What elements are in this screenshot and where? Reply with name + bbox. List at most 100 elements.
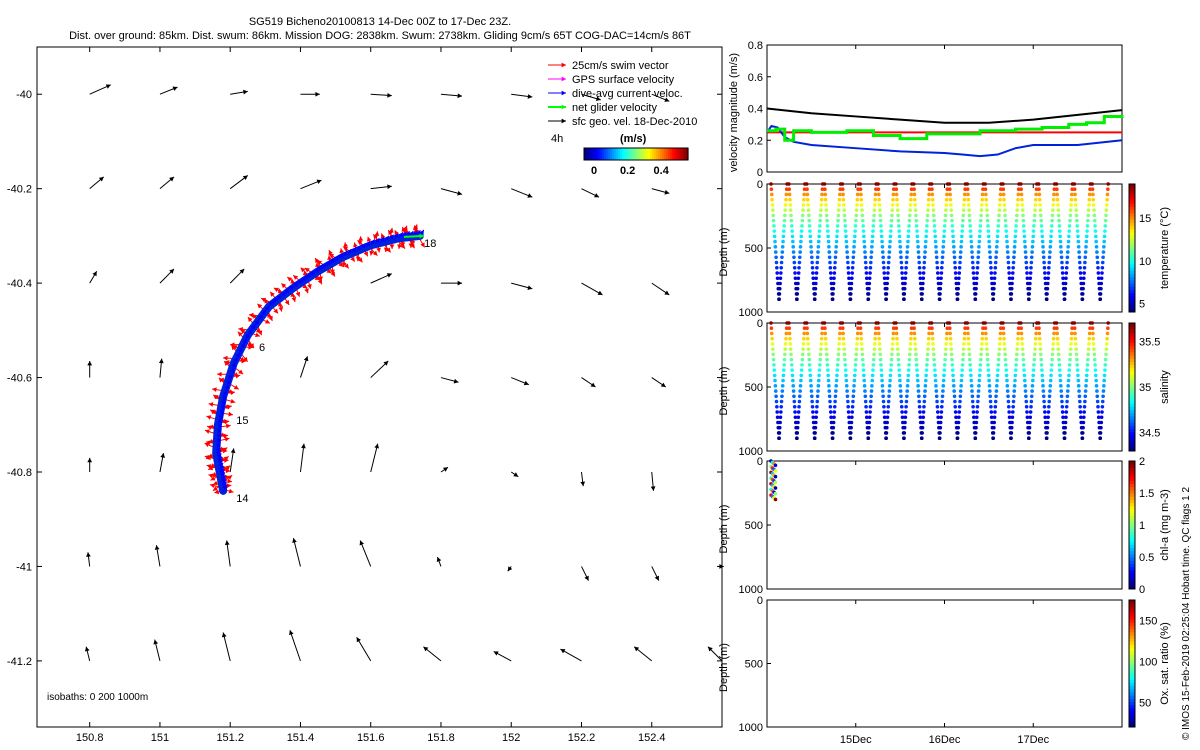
swim-vector-head: [233, 372, 239, 377]
section-point: [1047, 260, 1052, 265]
section-colorbar-segment: [1129, 196, 1135, 201]
section-colorbar-segment: [1129, 528, 1135, 532]
section-point: [1011, 404, 1015, 409]
section-point: [970, 399, 975, 404]
section-point: [1066, 239, 1071, 244]
section-point: [907, 363, 911, 367]
section-point: [862, 373, 866, 378]
section-point: [1080, 431, 1085, 435]
section-point: [1077, 394, 1082, 399]
section-point: [939, 410, 944, 414]
section-point: [961, 208, 966, 212]
section-point: [1075, 363, 1080, 367]
section-colorbar-segment: [1129, 232, 1135, 236]
legend-entry: sfc geo. vel. 18-Dec-2010: [572, 116, 697, 128]
section-point: [940, 399, 944, 404]
section-point: [957, 415, 961, 420]
section-point: [773, 378, 777, 383]
section-point: [1011, 399, 1016, 404]
section-point: [989, 271, 994, 275]
section-point: [1105, 336, 1109, 341]
section-point: [851, 260, 855, 265]
dac-vector-head: [216, 442, 221, 448]
section-point: [827, 250, 832, 254]
geo-velocity-arrow-head: [590, 382, 596, 387]
map-xtick-label: 152.2: [568, 732, 596, 744]
section-point: [808, 234, 813, 239]
section-point: [1007, 271, 1011, 275]
section-point: [966, 342, 971, 346]
dac-vector-head: [419, 229, 424, 235]
section-colorbar-segment: [1129, 203, 1135, 207]
section-point: [1013, 378, 1017, 383]
section-point: [936, 276, 940, 281]
section-point: [1091, 336, 1096, 341]
section-point: [792, 404, 797, 409]
section-point: [978, 363, 983, 367]
section-point: [771, 347, 775, 351]
section-colorbar-segment: [1129, 296, 1135, 300]
section-point: [915, 229, 919, 233]
geo-velocity-arrow-head: [707, 646, 713, 652]
section-point: [887, 384, 892, 388]
section-point: [920, 431, 924, 435]
section-point: [958, 399, 962, 404]
section-point: [998, 326, 1003, 331]
section-colorbar-segment: [1129, 531, 1135, 536]
section-point: [974, 425, 978, 430]
section-point: [1083, 389, 1088, 393]
section-colorbar-segment: [1129, 238, 1135, 243]
section-point: [930, 187, 934, 192]
swim-vector-head: [248, 312, 254, 318]
section-point: [819, 208, 823, 212]
section-point: [836, 352, 841, 357]
section-point: [1064, 271, 1069, 275]
section-point: [1073, 336, 1078, 341]
map-xtick-label: 151.6: [357, 732, 385, 744]
section-point: [912, 192, 917, 197]
section-point: [997, 213, 1001, 218]
section-point: [1077, 399, 1082, 404]
section-point: [1094, 378, 1098, 383]
section-point: [1041, 255, 1046, 260]
section-point: [979, 347, 984, 351]
section-colorbar-segment: [1129, 351, 1135, 356]
section-colorbar-segment: [1129, 364, 1135, 369]
section-point: [864, 410, 869, 414]
section-point: [802, 192, 806, 197]
section-point: [1048, 378, 1053, 383]
section-point: [1007, 410, 1011, 414]
section-ytick-label: 500: [745, 520, 763, 532]
geo-velocity-arrow-head: [664, 189, 670, 195]
section-point: [793, 271, 797, 275]
swim-vector-head: [376, 247, 381, 253]
section-colorbar-segment: [1129, 441, 1135, 446]
section-point: [1055, 331, 1060, 336]
map-colorbar-segment: [586, 148, 589, 160]
section-point: [1052, 187, 1057, 192]
section-point: [867, 415, 872, 420]
section-point: [811, 415, 816, 420]
section-point: [788, 347, 793, 351]
section-point: [1068, 218, 1072, 223]
section-point: [998, 331, 1003, 336]
section-point: [898, 250, 903, 254]
swim-vector-head: [208, 438, 214, 444]
section-point: [975, 404, 980, 409]
geo-velocity-arrow-head: [523, 380, 529, 386]
section-point: [824, 342, 828, 346]
section-point: [957, 410, 962, 414]
map-colorbar-segment: [618, 148, 621, 160]
section-point: [895, 342, 900, 346]
section-ytick-label: 1000: [739, 307, 763, 319]
section-point: [944, 347, 948, 351]
dac-vector-head: [317, 265, 323, 271]
section-point: [798, 389, 802, 393]
section-point: [1042, 260, 1046, 265]
section-point: [867, 276, 872, 281]
section-point: [782, 363, 786, 367]
section-point: [989, 415, 994, 420]
section-point: [806, 208, 811, 212]
geo-velocity-arrow-head: [719, 564, 724, 569]
section-point: [869, 250, 874, 254]
